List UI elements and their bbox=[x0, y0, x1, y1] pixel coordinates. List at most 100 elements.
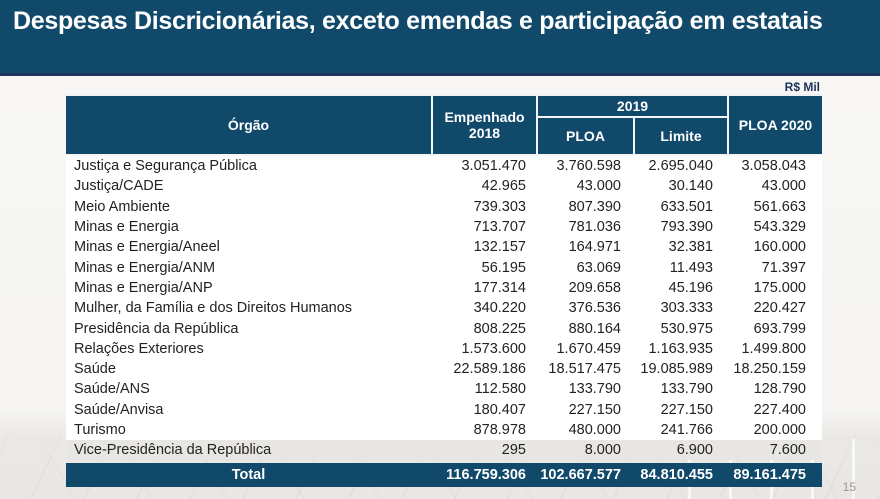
table-row: Mulher, da Família e dos Direitos Humano… bbox=[66, 298, 822, 319]
empenhado-2018-cell: 739.303 bbox=[473, 198, 526, 215]
orgao-cell: Minas e Energia bbox=[74, 219, 179, 236]
total-ploa-2020: 89.161.475 bbox=[733, 467, 806, 484]
ploa-2020-cell: 3.058.043 bbox=[741, 158, 806, 175]
ploa-2020-cell: 693.799 bbox=[753, 320, 806, 337]
header-orgao: Órgão bbox=[66, 96, 431, 154]
page-title: Despesas Discricionárias, exceto emendas… bbox=[13, 7, 823, 35]
orgao-cell: Saúde/Anvisa bbox=[74, 401, 164, 418]
header-limite: Limite bbox=[635, 118, 727, 154]
ploa-2020-cell: 1.499.800 bbox=[741, 340, 806, 357]
orgao-cell: Minas e Energia/ANM bbox=[74, 259, 216, 276]
empenhado-2018-cell: 42.965 bbox=[481, 178, 526, 195]
ploa-2020-cell: 220.427 bbox=[753, 300, 806, 317]
empenhado-2018-cell: 713.707 bbox=[473, 219, 526, 236]
orgao-cell: Presidência da República bbox=[74, 320, 239, 337]
header-ploa: PLOA bbox=[538, 118, 633, 154]
table-row: Meio Ambiente 739.303 807.390 633.501 561.66… bbox=[66, 196, 822, 217]
orgao-cell: Mulher, da Família e dos Direitos Humano… bbox=[74, 300, 353, 317]
limite-2019-cell: 45.196 bbox=[668, 279, 713, 296]
table-row: Minas e Energia/ANP 177.314 209.658 45.196 1… bbox=[66, 277, 822, 299]
empenhado-2018-cell: 340.220 bbox=[473, 300, 526, 317]
table-body: Justiça e Segurança Pública 3.051.470 3.76… bbox=[66, 156, 822, 461]
empenhado-2018-cell: 22.589.186 bbox=[453, 361, 526, 378]
limite-2019-cell: 633.501 bbox=[660, 198, 713, 215]
empenhado-2018-cell: 295 bbox=[501, 442, 526, 459]
limite-2019-cell: 6.900 bbox=[676, 442, 713, 459]
ploa-2019-cell: 1.670.459 bbox=[556, 340, 621, 357]
ploa-2019-cell: 133.790 bbox=[568, 381, 621, 398]
ploa-2019-cell: 807.390 bbox=[568, 198, 621, 215]
empenhado-2018-cell: 112.580 bbox=[474, 381, 526, 398]
limite-2019-cell: 1.163.935 bbox=[648, 340, 713, 357]
ploa-2020-cell: 200.000 bbox=[753, 422, 806, 438]
empenhado-2018-cell: 56.195 bbox=[481, 259, 526, 276]
orgao-cell: Minas e Energia/ANP bbox=[74, 279, 213, 296]
ploa-2019-cell: 227.150 bbox=[568, 401, 621, 418]
total-ploa-2019: 102.667.577 bbox=[540, 467, 621, 484]
orgao-cell: Saúde/ANS bbox=[74, 381, 150, 398]
table-row: Minas e Energia 713.707 781.036 793.390 543.… bbox=[66, 216, 822, 238]
table-row: Justiça e Segurança Pública 3.051.470 3.76… bbox=[66, 156, 822, 177]
ploa-2019-cell: 164.971 bbox=[568, 239, 621, 256]
ploa-2019-cell: 43.000 bbox=[576, 178, 621, 195]
empenhado-2018-cell: 3.051.470 bbox=[461, 158, 526, 175]
total-label: Total bbox=[231, 467, 266, 484]
slide-title-bar: Despesas Discricionárias, exceto emendas… bbox=[0, 0, 880, 76]
header-ploa-2020: PLOA 2020 bbox=[729, 96, 822, 154]
ploa-2020-cell: 561.663 bbox=[753, 198, 806, 215]
ploa-2019-cell: 376.536 bbox=[568, 300, 621, 317]
orgao-cell: Meio Ambiente bbox=[74, 198, 170, 215]
table-row: Vice-Presidência da República 295 8.000 6.9… bbox=[66, 440, 822, 461]
ploa-2020-cell: 7.600 bbox=[769, 442, 806, 459]
orgao-cell: Vice-Presidência da República bbox=[74, 442, 272, 459]
ploa-2020-cell: 18.250.159 bbox=[733, 361, 806, 378]
unit-label: R$ Mil bbox=[784, 80, 820, 94]
ploa-2020-cell: 128.790 bbox=[753, 381, 806, 398]
page-number: 15 bbox=[842, 480, 856, 494]
ploa-2019-cell: 18.517.475 bbox=[548, 361, 621, 378]
ploa-2020-cell: 175.000 bbox=[753, 279, 806, 296]
empenhado-2018-cell: 1.573.600 bbox=[461, 340, 526, 357]
table-row: Saúde/Anvisa 180.407 227.150 227.150 227.400 bbox=[66, 399, 822, 420]
table-row: Saúde 22.589.186 18.517.475 19.085.989 18.25… bbox=[66, 358, 822, 380]
limite-2019-cell: 227.150 bbox=[660, 401, 713, 418]
table-row: Justiça/CADE 42.965 43.000 30.140 43.000 bbox=[66, 176, 822, 197]
table-row: Presidência da República 808.225 880.164 53… bbox=[66, 318, 822, 339]
orgao-cell: Justiça/CADE bbox=[74, 178, 164, 195]
ploa-2019-cell: 880.164 bbox=[568, 320, 621, 337]
ploa-2019-cell: 480.000 bbox=[568, 422, 621, 438]
total-row: Total 116.759.306 102.667.577 84.810.455… bbox=[66, 463, 822, 488]
ploa-2020-cell: 71.397 bbox=[761, 259, 806, 276]
ploa-2020-cell: 160.000 bbox=[753, 239, 806, 256]
empenhado-2018-cell: 878.978 bbox=[473, 422, 526, 438]
orgao-cell: Saúde bbox=[74, 361, 116, 378]
orgao-cell: Turismo bbox=[74, 422, 126, 438]
limite-2019-cell: 19.085.989 bbox=[640, 361, 713, 378]
ploa-2020-cell: 43.000 bbox=[761, 178, 806, 195]
ploa-2019-cell: 63.069 bbox=[576, 259, 621, 276]
limite-2019-cell: 793.390 bbox=[660, 219, 713, 236]
ploa-2020-cell: 543.329 bbox=[753, 219, 806, 236]
limite-2019-cell: 303.333 bbox=[660, 300, 713, 317]
expenses-table: Órgão Empenhado 2018 2019 PLOA Limite PL… bbox=[66, 94, 822, 488]
limite-2019-cell: 241.766 bbox=[660, 422, 713, 438]
empenhado-2018-cell: 180.407 bbox=[473, 401, 526, 418]
table-row: Saúde/ANS 112.580 133.790 133.790 128.790 bbox=[66, 379, 822, 400]
total-limite-2019: 84.810.455 bbox=[640, 467, 713, 484]
header-year-2019: 2019 bbox=[538, 96, 727, 116]
limite-2019-cell: 2.695.040 bbox=[648, 158, 713, 175]
table-row: Minas e Energia/ANM 56.195 63.069 11.493 71.… bbox=[66, 257, 822, 278]
empenhado-2018-cell: 808.225 bbox=[473, 320, 526, 337]
table-row: Minas e Energia/Aneel 132.157 164.971 32.38… bbox=[66, 237, 822, 258]
limite-2019-cell: 32.381 bbox=[668, 239, 713, 256]
limite-2019-cell: 530.975 bbox=[660, 320, 713, 337]
ploa-2019-cell: 8.000 bbox=[584, 442, 621, 459]
ploa-2019-cell: 3.760.598 bbox=[556, 158, 621, 175]
ploa-2019-cell: 209.658 bbox=[568, 279, 621, 296]
empenhado-2018-cell: 177.314 bbox=[473, 279, 526, 296]
orgao-cell: Minas e Energia/Aneel bbox=[74, 239, 220, 256]
limite-2019-cell: 11.493 bbox=[669, 259, 713, 276]
orgao-cell: Relações Exteriores bbox=[74, 340, 204, 357]
table-header: Órgão Empenhado 2018 2019 PLOA Limite PL… bbox=[66, 94, 822, 154]
limite-2019-cell: 133.790 bbox=[660, 381, 713, 398]
